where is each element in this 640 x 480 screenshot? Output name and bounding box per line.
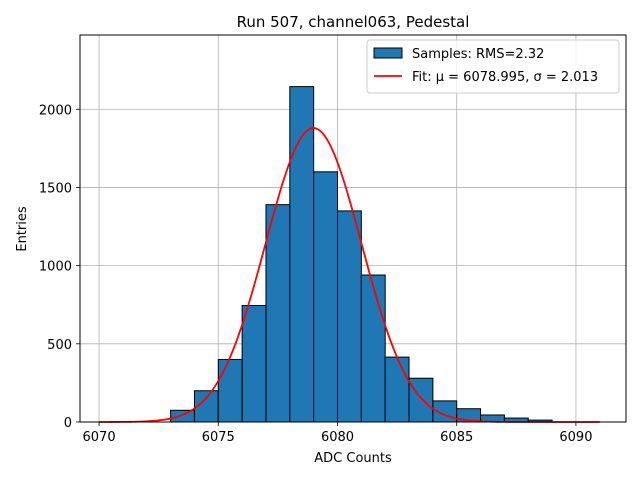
histogram-bar	[408, 377, 434, 423]
histogram-bar	[337, 210, 362, 423]
legend: Samples: RMS=2.32 Fit: μ = 6078.995, σ =…	[366, 39, 620, 94]
x-tick-label: 6085	[440, 430, 473, 445]
y-tick-label: 500	[47, 338, 72, 353]
legend-box	[366, 39, 620, 94]
y-tick-label: 1500	[39, 181, 72, 196]
y-tick-label: 2000	[39, 103, 72, 118]
x-axis-label: ADC Counts	[314, 451, 392, 466]
histogram-bar	[241, 305, 267, 423]
histogram-bar	[217, 358, 243, 423]
x-axis-ticks: 6070 6075 6080 6085 6090	[83, 422, 592, 445]
x-tick-label: 6090	[559, 430, 592, 445]
y-axis-ticks: 0 500 1000 1500 2000	[39, 103, 80, 431]
x-tick-label: 6075	[202, 430, 235, 445]
histogram-bars	[170, 86, 553, 423]
legend-label-fit: Fit: μ = 6078.995, σ = 2.013	[412, 70, 598, 85]
histogram-bar	[170, 409, 195, 423]
histogram-bar	[265, 204, 291, 423]
histogram-bar	[313, 171, 339, 423]
histogram-bar	[360, 274, 386, 423]
y-tick-label: 1000	[39, 260, 72, 275]
x-tick-label: 6080	[321, 430, 354, 445]
x-tick-label: 6070	[83, 430, 116, 445]
y-tick-label: 0	[64, 416, 72, 431]
chart-title: Run 507, channel063, Pedestal	[237, 13, 470, 31]
legend-label-samples: Samples: RMS=2.32	[412, 47, 544, 62]
histogram-bar	[384, 356, 410, 423]
legend-histogram-swatch	[373, 47, 403, 59]
y-axis-label: Entries	[15, 206, 30, 252]
axes-frame	[79, 34, 627, 423]
